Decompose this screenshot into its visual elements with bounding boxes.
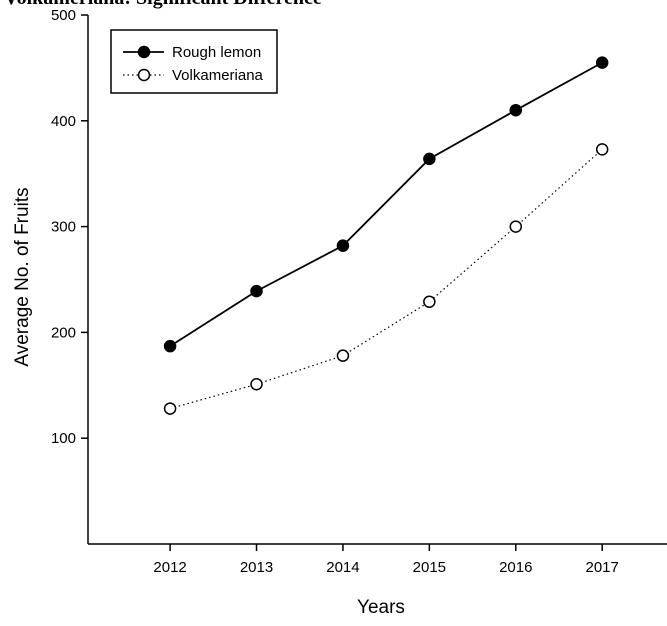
x-tick-label: 2015	[413, 559, 446, 576]
data-point-rough-lemon	[509, 103, 523, 117]
data-point-volkameriana	[336, 349, 350, 362]
data-point-volkameriana	[250, 377, 263, 391]
data-point-rough-lemon	[250, 284, 263, 298]
data-point-volkameriana	[595, 143, 609, 156]
x-tick-label: 2012	[153, 559, 186, 576]
data-point-rough-lemon	[336, 239, 350, 252]
x-tick-label: 2017	[585, 559, 618, 576]
series-line-rough-lemon	[169, 61, 603, 347]
legend-box	[110, 29, 278, 94]
x-tick-label: 2013	[240, 559, 273, 576]
data-point-rough-lemon	[163, 339, 177, 353]
x-axis-title: Years	[357, 597, 405, 618]
data-point-volkameriana	[423, 295, 436, 308]
legend-label-rough-lemon: Rough lemon	[172, 44, 261, 61]
y-tick-label: 300	[51, 219, 76, 236]
legend-marker-volkameriana	[137, 68, 151, 82]
x-tick-label: 2016	[499, 559, 532, 576]
legend: Rough lemon Volkameriana	[110, 29, 278, 94]
y-axis-title: Average No. of Fruits	[12, 187, 33, 366]
top-caption: Volkameriana: Significant Difference	[4, 0, 667, 9]
data-point-volkameriana	[509, 220, 523, 233]
y-tick-label: 200	[51, 324, 76, 341]
y-tick-label: 400	[51, 113, 76, 130]
series-line-volkameriana	[169, 148, 603, 410]
y-tick-label: 100	[51, 430, 76, 447]
data-point-volkameriana	[163, 402, 177, 415]
x-tick-label: 2014	[326, 559, 359, 576]
legend-marker-rough-lemon	[137, 45, 151, 59]
legend-label-volkameriana: Volkameriana	[172, 67, 264, 84]
y-tick-label: 500	[51, 7, 76, 24]
data-point-rough-lemon	[423, 152, 436, 166]
data-point-rough-lemon	[595, 56, 609, 69]
